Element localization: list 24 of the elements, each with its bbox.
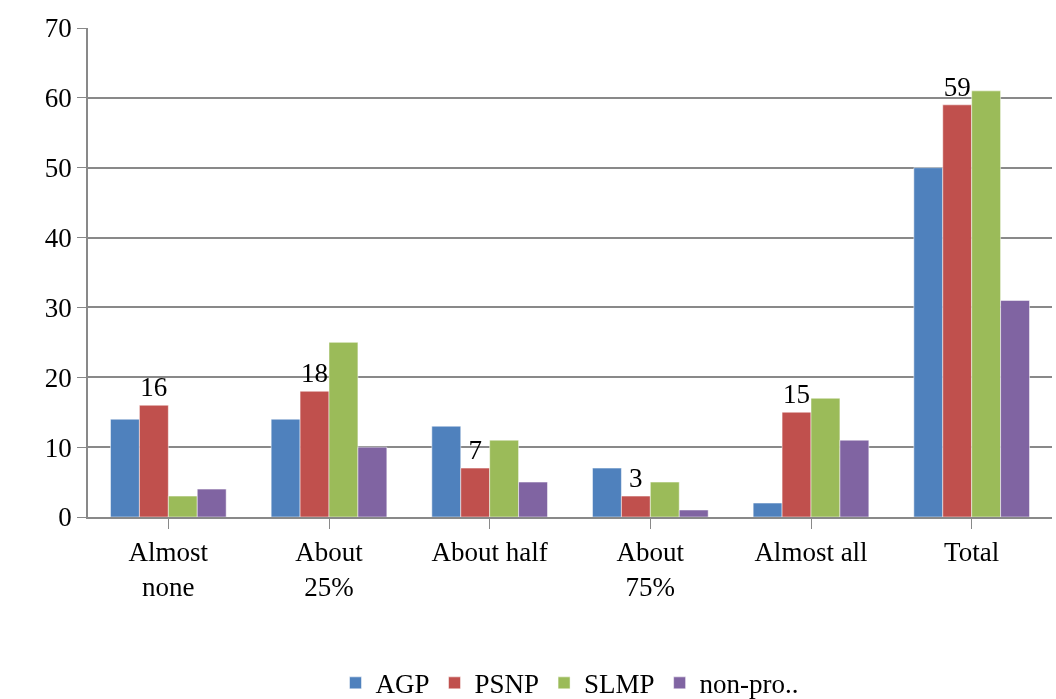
data-label: 7 xyxy=(468,435,482,466)
x-tick-label: About 75% xyxy=(616,537,685,603)
data-label: 18 xyxy=(301,358,329,389)
y-tick-label: 50 xyxy=(44,153,72,184)
x-tick-label: About half xyxy=(431,537,548,568)
data-label: 3 xyxy=(629,463,643,494)
x-tick-label: Total xyxy=(944,537,1000,568)
y-tick-label: 20 xyxy=(44,362,72,393)
y-tick-label: 10 xyxy=(44,432,72,463)
x-tick-label: About 25% xyxy=(295,537,364,603)
data-label: 59 xyxy=(943,71,971,102)
legend-label: non-pro.. xyxy=(699,669,799,699)
y-tick-label: 0 xyxy=(58,502,72,533)
data-label: 16 xyxy=(140,372,168,403)
y-tick-label: 70 xyxy=(44,13,72,44)
legend-label: AGP xyxy=(375,669,430,699)
x-tick-label: Almost none xyxy=(128,537,209,603)
legend-label: SLMP xyxy=(584,669,655,699)
data-label: 15 xyxy=(783,379,811,410)
y-tick-label: 30 xyxy=(44,292,72,323)
y-tick-label: 60 xyxy=(44,83,72,114)
y-tick-label: 40 xyxy=(44,223,72,254)
x-tick-label: Almost all xyxy=(754,537,868,568)
legend-label: PSNP xyxy=(474,669,540,699)
